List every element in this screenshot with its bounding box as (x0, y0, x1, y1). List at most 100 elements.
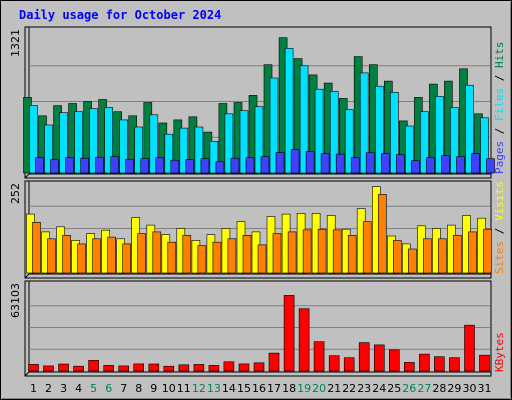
bar-kbytes-day-29 (449, 357, 460, 372)
bar-sites-day-11 (182, 235, 192, 274)
bar-kbytes-day-11 (178, 364, 190, 372)
bar-kbytes-day-6 (103, 365, 114, 372)
x-axis-labels: 1 2 3 4 5 6 7 8 9 10 11 12 13 14 15 16 17 18 19 20 21 22 23 24 2… (30, 382, 492, 395)
x-tick-label-day-20: 20 (312, 382, 326, 395)
bar-files-day-31 (480, 117, 489, 174)
bar-sites-day-21 (332, 229, 342, 274)
bar-files-day-25 (389, 92, 399, 174)
panel-kbytes: 63103 KBytes (9, 280, 506, 377)
bar-sites-day-16 (257, 244, 267, 274)
bar-pages-day-15 (245, 157, 255, 174)
x-tick-label-day-28: 28 (432, 382, 446, 395)
bar-files-day-7 (119, 119, 128, 174)
bar-pages-day-11 (185, 159, 195, 174)
legend-pages: Pages (493, 141, 506, 174)
bar-sites-day-4 (77, 243, 86, 274)
bar-sites-day-30 (468, 231, 477, 274)
x-tick-label-day-7: 7 (120, 382, 127, 395)
bar-files-day-6 (104, 107, 113, 174)
x-tick-label-day-11: 11 (177, 382, 191, 395)
bar-pages-day-17 (275, 152, 285, 174)
x-tick-label-day-8: 8 (135, 382, 142, 395)
bar-kbytes-day-20 (313, 341, 325, 372)
bar-kbytes-day-25 (388, 349, 400, 372)
bar-sites-day-8 (137, 233, 146, 274)
bar-sites-day-29 (453, 235, 462, 274)
x-tick-label-day-2: 2 (45, 382, 52, 395)
x-tick-label-day-25: 25 (387, 382, 401, 395)
bar-files-day-13 (209, 141, 219, 174)
bar-pages-day-5 (95, 156, 104, 174)
bar-sites-day-27 (423, 238, 432, 274)
x-tick-label-day-22: 22 (342, 382, 356, 395)
bar-sites-day-24 (377, 194, 387, 274)
x-tick-label-day-30: 30 (463, 382, 477, 395)
x-tick-label-day-14: 14 (222, 382, 236, 395)
bar-kbytes-day-10 (163, 365, 175, 372)
bar-sites-day-31 (483, 228, 492, 274)
panel-legend: Pages / Files / Hits (493, 42, 506, 175)
legend-separator: / (493, 121, 506, 141)
bar-sites-day-22 (347, 235, 357, 274)
bar-pages-day-30 (471, 153, 480, 174)
bar-sites-day-17 (272, 233, 282, 274)
bar-files-day-4 (74, 111, 83, 174)
bar-files-day-21 (329, 91, 339, 174)
x-tick-label-day-13: 13 (207, 382, 221, 395)
bar-pages-day-8 (140, 158, 149, 174)
panel-visits: 252 Sites / Visits (9, 180, 506, 279)
bar-files-day-20 (314, 88, 324, 174)
x-tick-label-day-1: 1 (30, 382, 37, 395)
x-tick-label-day-10: 10 (162, 382, 176, 395)
bar-kbytes-day-14 (223, 361, 235, 372)
bar-pages-day-3 (65, 157, 74, 174)
bar-sites-day-9 (152, 231, 162, 274)
x-tick-label-day-21: 21 (327, 382, 341, 395)
bar-sites-day-10 (167, 241, 177, 274)
x-tick-label-day-9: 9 (150, 382, 157, 395)
bar-files-day-8 (134, 126, 143, 174)
bar-kbytes-day-27 (419, 353, 430, 372)
bar-files-day-3 (59, 112, 68, 174)
x-tick-label-day-17: 17 (267, 382, 281, 395)
bar-pages-day-28 (441, 155, 450, 174)
legend-hits: Hits (493, 42, 506, 69)
bar-pages-day-7 (125, 158, 134, 174)
bar-files-day-14 (224, 113, 234, 174)
bar-sites-day-18 (287, 231, 297, 274)
bar-files-day-22 (344, 109, 354, 174)
bar-kbytes-day-26 (403, 362, 415, 372)
bar-files-day-30 (465, 84, 474, 174)
bar-pages-day-13 (215, 161, 225, 174)
bar-kbytes-day-28 (434, 356, 445, 372)
x-tick-label-day-6: 6 (105, 382, 112, 395)
panel-legend: KBytes (493, 332, 506, 372)
bar-pages-day-25 (395, 154, 405, 174)
bar-pages-day-10 (170, 159, 180, 174)
bar-kbytes-day-5 (88, 359, 99, 372)
x-tick-label-day-29: 29 (447, 382, 461, 395)
bar-pages-day-6 (110, 156, 119, 174)
panel-bevel-corner (24, 273, 30, 279)
legend-files: Files (493, 88, 506, 121)
bar-files-day-15 (239, 110, 249, 174)
bar-sites-day-26 (407, 248, 417, 274)
bar-kbytes-day-23 (358, 342, 370, 372)
bar-files-day-19 (299, 65, 309, 174)
x-tick-label-day-23: 23 (357, 382, 371, 395)
bar-sites-day-15 (242, 235, 252, 274)
bar-files-day-28 (435, 96, 444, 174)
bar-sites-day-5 (92, 238, 101, 274)
bar-kbytes-day-15 (238, 363, 250, 372)
legend-sites: Sites (493, 241, 506, 274)
bar-sites-day-3 (62, 235, 71, 274)
bar-pages-day-22 (350, 157, 360, 174)
bar-files-day-9 (149, 114, 159, 174)
bar-files-day-11 (179, 127, 189, 174)
bar-pages-day-16 (260, 156, 270, 174)
bar-kbytes-day-17 (268, 352, 280, 372)
bar-files-day-24 (374, 85, 384, 174)
legend-separator: / (493, 68, 506, 88)
bar-files-day-2 (44, 124, 53, 174)
panel-bevel-corner (24, 371, 30, 377)
